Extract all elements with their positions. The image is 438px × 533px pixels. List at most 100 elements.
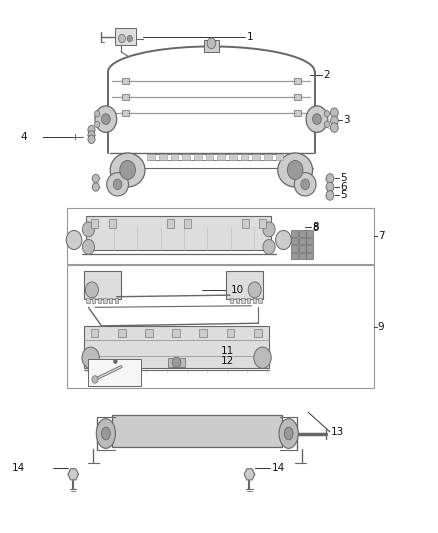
Ellipse shape [82, 239, 95, 254]
Bar [145, 329, 153, 337]
Bar [113, 415, 282, 447]
Bar [299, 230, 306, 237]
Bar [299, 238, 306, 244]
Ellipse shape [107, 173, 128, 196]
Ellipse shape [88, 135, 95, 143]
Bar [247, 298, 251, 303]
Bar [240, 154, 248, 160]
Bar [86, 216, 271, 249]
Bar [204, 40, 219, 52]
Text: 6: 6 [340, 182, 346, 192]
Ellipse shape [324, 111, 329, 117]
Bar [67, 265, 374, 389]
Ellipse shape [114, 359, 117, 364]
Bar [252, 154, 260, 160]
Bar [115, 298, 118, 303]
Ellipse shape [95, 121, 100, 127]
Bar [170, 154, 178, 160]
Bar [88, 359, 141, 386]
Ellipse shape [284, 427, 293, 440]
Bar [241, 298, 245, 303]
Bar [168, 358, 185, 367]
Ellipse shape [263, 222, 275, 237]
Bar [67, 208, 374, 264]
Bar [109, 298, 113, 303]
Ellipse shape [92, 183, 99, 191]
Ellipse shape [330, 108, 338, 117]
Bar [291, 230, 298, 237]
Ellipse shape [120, 160, 135, 180]
Bar [307, 238, 314, 244]
Ellipse shape [294, 173, 316, 196]
Text: 8: 8 [313, 222, 319, 232]
Bar [184, 219, 191, 228]
Ellipse shape [306, 106, 328, 132]
Ellipse shape [279, 419, 298, 448]
Bar [92, 219, 99, 228]
Ellipse shape [278, 153, 313, 187]
Bar [230, 298, 233, 303]
Ellipse shape [88, 125, 95, 134]
Bar [122, 110, 129, 116]
Text: 7: 7 [378, 231, 385, 241]
Ellipse shape [95, 106, 117, 132]
Ellipse shape [263, 239, 275, 254]
Ellipse shape [95, 111, 100, 117]
Text: 2: 2 [323, 70, 330, 79]
Bar [118, 329, 126, 337]
Bar [294, 78, 301, 84]
Ellipse shape [248, 282, 261, 298]
Ellipse shape [85, 282, 99, 298]
Text: 3: 3 [343, 115, 350, 125]
Ellipse shape [326, 191, 334, 200]
Ellipse shape [324, 121, 329, 127]
Bar [299, 253, 306, 259]
Bar [84, 271, 121, 300]
Bar [226, 271, 262, 300]
Ellipse shape [96, 419, 116, 448]
Ellipse shape [118, 34, 125, 43]
Text: 8: 8 [313, 223, 319, 233]
Ellipse shape [127, 35, 132, 42]
Bar [86, 298, 90, 303]
Bar [276, 154, 283, 160]
Bar [291, 253, 298, 259]
Text: 11: 11 [221, 346, 234, 357]
Bar [229, 154, 237, 160]
Bar [259, 219, 266, 228]
Bar [166, 219, 173, 228]
Bar [264, 154, 272, 160]
Ellipse shape [287, 160, 303, 180]
Ellipse shape [82, 347, 99, 368]
Bar [205, 154, 213, 160]
Ellipse shape [92, 174, 99, 183]
Bar [217, 154, 225, 160]
Text: 10: 10 [231, 285, 244, 295]
Ellipse shape [276, 230, 291, 249]
Text: 14: 14 [12, 463, 25, 473]
Polygon shape [68, 469, 78, 480]
Bar [122, 78, 129, 84]
Text: 1: 1 [247, 32, 253, 42]
Bar [159, 154, 167, 160]
Ellipse shape [66, 230, 82, 249]
Ellipse shape [326, 182, 334, 192]
Text: 9: 9 [378, 322, 385, 332]
Text: 4: 4 [21, 132, 28, 142]
Bar [307, 245, 314, 252]
Ellipse shape [172, 357, 181, 368]
Ellipse shape [88, 131, 95, 139]
Ellipse shape [110, 153, 145, 187]
Bar [91, 329, 99, 337]
Bar [307, 230, 314, 237]
Ellipse shape [102, 427, 110, 440]
Bar [147, 154, 155, 160]
Ellipse shape [207, 38, 216, 49]
Text: 5: 5 [340, 190, 346, 200]
Bar [294, 94, 301, 100]
Ellipse shape [330, 123, 338, 132]
Bar [122, 94, 129, 100]
Bar [299, 245, 306, 252]
Bar [236, 298, 239, 303]
Ellipse shape [102, 114, 110, 124]
